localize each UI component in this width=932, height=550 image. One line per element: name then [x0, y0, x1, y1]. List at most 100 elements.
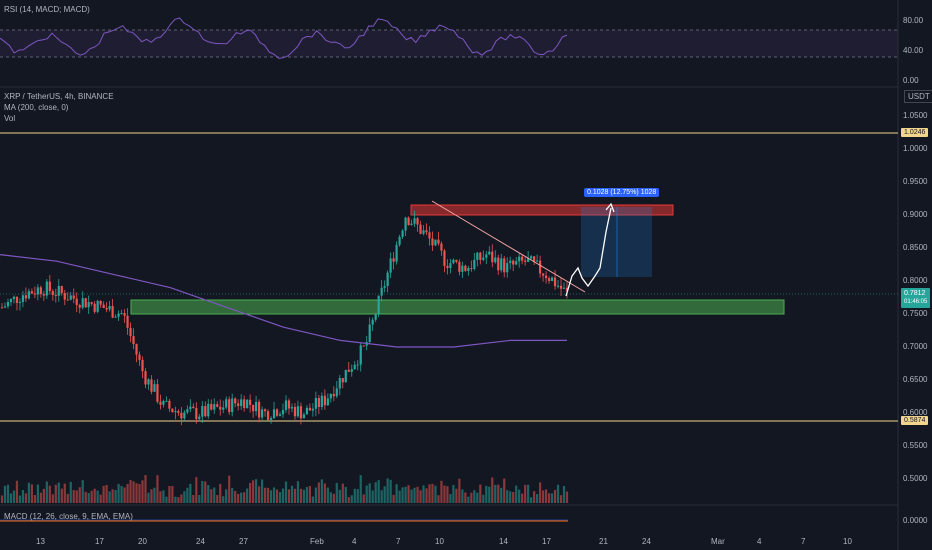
candle-body: [105, 308, 108, 310]
candle-body: [90, 302, 93, 304]
candle-body: [99, 300, 102, 305]
candle-body: [512, 260, 515, 265]
volume-bar: [317, 482, 320, 503]
candle-body: [422, 230, 425, 234]
volume-bar: [299, 488, 303, 503]
volume-bar: [314, 487, 317, 503]
volume-bar: [419, 490, 422, 503]
volume-bar: [562, 485, 566, 503]
volume-bar: [377, 480, 380, 503]
volume-bar: [57, 482, 60, 503]
volume-bar: [63, 483, 66, 503]
volume-bar: [305, 487, 309, 503]
candle-body: [75, 298, 78, 306]
candle-body: [506, 263, 509, 273]
candle-body: [389, 258, 392, 273]
volume-bar: [186, 487, 189, 503]
volume-bar: [541, 490, 545, 503]
volume-bar: [434, 485, 437, 503]
rsi-tick: 80.00: [903, 16, 924, 25]
candle-body: [201, 406, 204, 417]
volume-bar: [559, 495, 563, 503]
candle-body: [189, 406, 192, 410]
candle-body: [198, 416, 201, 420]
volume-bar: [461, 489, 464, 503]
candle-body: [123, 313, 126, 316]
candle-body: [269, 418, 273, 420]
candle-body: [255, 401, 258, 412]
candle-body: [383, 285, 386, 288]
volume-bar: [171, 485, 174, 503]
volume-bar: [553, 489, 557, 503]
candle-body: [419, 224, 422, 234]
candle-body: [12, 296, 16, 299]
volume-bar: [386, 478, 389, 503]
macd-tick: 0.0000: [903, 516, 928, 525]
candle-body: [195, 408, 198, 420]
volume-bar: [60, 488, 63, 503]
last-price-badge: 0.7812 01:46:05: [901, 288, 931, 308]
volume-bar: [281, 488, 285, 503]
volume-bar: [515, 485, 518, 503]
candle-body: [541, 273, 545, 276]
candle-body: [290, 406, 294, 409]
candle-body: [96, 300, 99, 312]
volume-bar: [15, 480, 19, 503]
candle-body: [6, 302, 10, 307]
candle-body: [550, 277, 554, 281]
candle-body: [407, 217, 410, 226]
candle-body: [228, 399, 231, 413]
volume-bar: [138, 484, 141, 503]
volume-bar: [308, 485, 312, 503]
descending-trendline: [431, 200, 586, 293]
volume-bar: [204, 481, 207, 503]
candle-body: [332, 393, 335, 397]
price-tick: 0.5000: [903, 474, 928, 483]
rsi-line: [0, 17, 568, 59]
candle-body: [544, 275, 548, 279]
volume-bar: [174, 496, 177, 503]
candle-body: [141, 359, 144, 372]
candle-body: [48, 281, 51, 292]
volume-bar: [228, 475, 231, 503]
volume-bar: [69, 481, 72, 503]
candle-body: [335, 388, 338, 397]
candle-body: [350, 369, 353, 372]
volume-bar: [30, 484, 33, 503]
price-tick: 0.8000: [903, 276, 928, 285]
candle-body: [527, 258, 530, 262]
volume-bar: [368, 483, 371, 503]
volume-bar: [111, 489, 114, 503]
volume-bar: [66, 493, 69, 503]
candle-body: [126, 315, 129, 328]
volume-bar: [81, 480, 84, 503]
volume-bar: [117, 483, 120, 503]
candle-body: [482, 257, 485, 260]
candle-body: [395, 244, 398, 262]
volume-bar: [556, 484, 560, 503]
volume-bar: [547, 493, 551, 503]
candle-body: [413, 218, 416, 224]
volume-bar: [476, 492, 479, 503]
volume-bar: [338, 489, 341, 503]
candle-body: [565, 287, 569, 292]
candle-body: [281, 409, 285, 415]
candle-body: [84, 298, 87, 308]
ma-200-line: [0, 254, 567, 348]
candle-body: [9, 298, 13, 303]
candle-body: [302, 414, 306, 419]
price-tick: 0.6000: [903, 408, 928, 417]
candle-body: [156, 384, 159, 402]
candle-body: [428, 232, 431, 239]
candle-body: [171, 408, 174, 413]
volume-bar: [27, 482, 31, 503]
currency-button[interactable]: USDT: [904, 90, 932, 103]
volume-bar: [198, 494, 201, 503]
candle-body: [24, 295, 28, 299]
candle-body: [479, 252, 482, 260]
volume-bar: [485, 485, 488, 503]
candle-body: [287, 400, 291, 409]
candle-body: [192, 406, 195, 409]
candle-body: [177, 411, 180, 413]
